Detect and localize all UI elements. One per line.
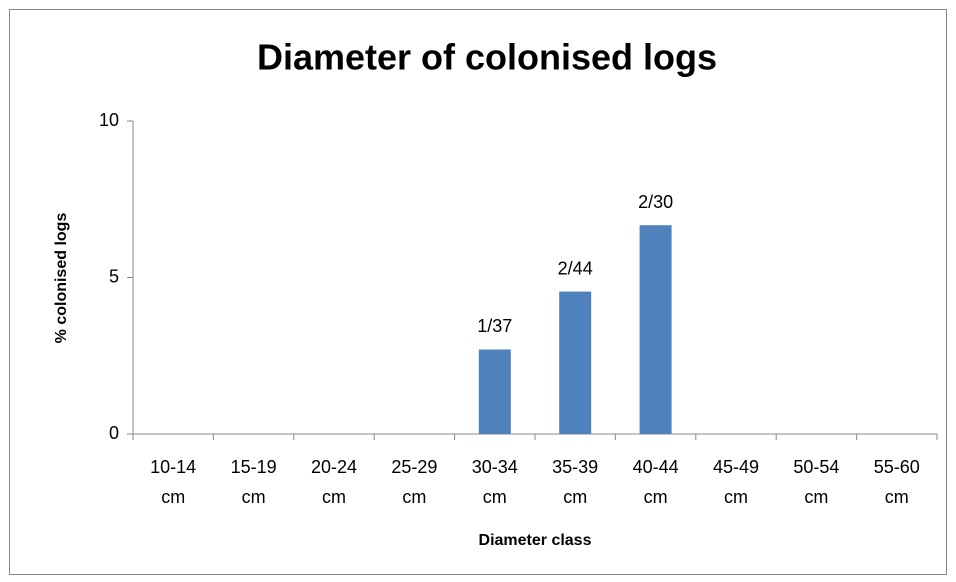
bar [639,225,672,434]
x-tick-label: 50-54 cm [793,457,840,507]
x-tick-label: 35-39 cm [552,457,599,507]
x-tick-label: 25-29 cm [391,457,438,507]
x-tick-label: 45-49 cm [712,457,760,507]
y-tick-label: 10 [99,110,119,130]
y-tick-label: 0 [109,423,119,443]
x-tick-label: 20-24 cm [310,457,358,507]
data-label: 2/30 [638,192,673,212]
bar [478,349,511,434]
data-label: 2/44 [558,258,593,278]
bar [559,291,592,434]
x-tick-label: 40-44 cm [632,457,679,507]
chart-title: Diameter of colonised logs [257,37,717,78]
data-label: 1/37 [477,316,512,336]
y-axis-label: % colonised logs [53,213,70,344]
x-tick-label: 10-14 cm [150,457,197,507]
x-tick-label: 55-60 cm [873,457,920,507]
chart-border [9,9,947,575]
x-tick-label: 30-34 cm [471,457,518,507]
y-tick-label: 5 [109,266,119,286]
x-axis-label: Diameter class [479,532,592,549]
x-tick-label: 15-19 cm [230,457,277,507]
